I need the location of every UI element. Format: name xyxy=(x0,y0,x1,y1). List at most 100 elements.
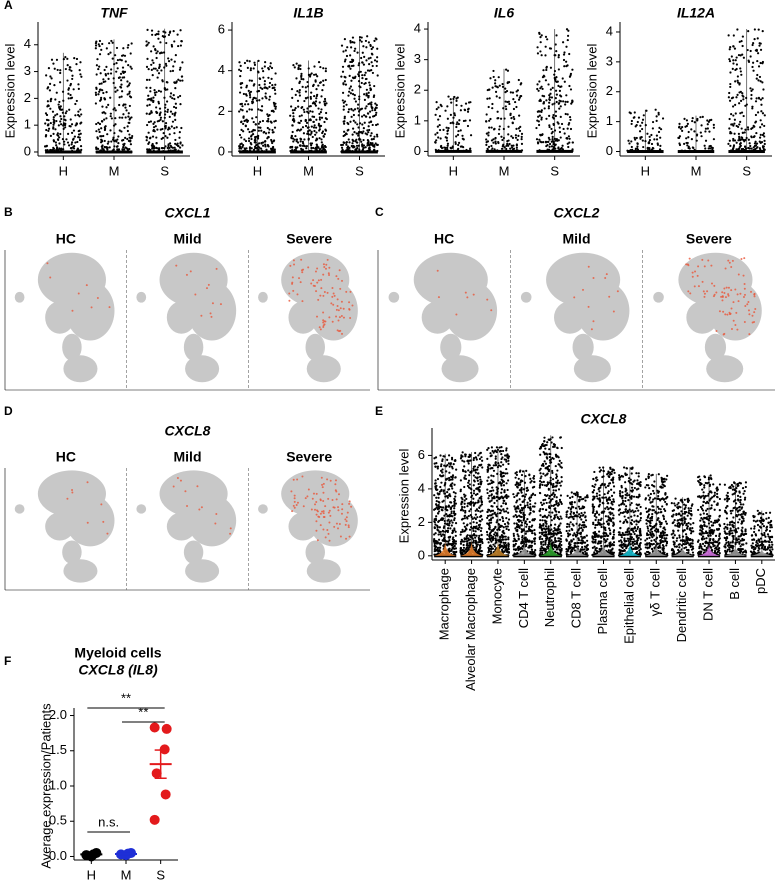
dot xyxy=(463,544,465,546)
dot xyxy=(62,100,64,102)
dot xyxy=(580,518,582,520)
cluster xyxy=(62,334,81,361)
expr-dot xyxy=(320,279,322,281)
expr-dot xyxy=(322,528,324,530)
dot xyxy=(501,531,503,533)
expr-dot xyxy=(208,284,210,286)
dot xyxy=(523,543,525,545)
dot xyxy=(549,143,551,145)
dot xyxy=(375,37,377,39)
dot xyxy=(480,498,482,500)
dot xyxy=(179,69,181,71)
dot xyxy=(462,531,464,533)
dot xyxy=(264,141,266,143)
dot xyxy=(262,76,264,78)
dot xyxy=(705,128,707,130)
dot xyxy=(487,509,489,511)
dot xyxy=(441,460,443,462)
dot xyxy=(552,114,554,116)
expr-dot xyxy=(723,292,725,294)
dot xyxy=(170,111,172,113)
dot xyxy=(368,81,370,83)
dot xyxy=(433,457,435,459)
dot xyxy=(494,140,496,142)
dot xyxy=(358,139,360,141)
dot xyxy=(559,522,561,524)
dot xyxy=(742,98,744,100)
dot xyxy=(108,42,110,44)
dot xyxy=(505,454,507,456)
dot xyxy=(516,540,518,542)
dot xyxy=(559,94,561,96)
dot xyxy=(456,121,458,123)
dot xyxy=(292,140,294,142)
dot xyxy=(512,92,514,94)
dot xyxy=(496,86,498,88)
dot xyxy=(174,139,176,141)
dot xyxy=(696,134,698,136)
dot xyxy=(761,62,763,64)
dot xyxy=(469,459,471,461)
dot xyxy=(678,142,680,144)
dot xyxy=(177,79,179,81)
dot xyxy=(521,535,523,537)
dot xyxy=(469,148,471,150)
dot xyxy=(438,533,440,535)
dot xyxy=(499,519,501,521)
dot xyxy=(98,45,100,47)
dot xyxy=(242,123,244,125)
dot xyxy=(435,485,437,487)
dot xyxy=(521,531,523,533)
dot xyxy=(656,135,658,137)
expr-dot xyxy=(214,522,216,524)
expr-dot xyxy=(323,512,325,514)
dot xyxy=(545,452,547,454)
dot xyxy=(274,127,276,129)
expr-dot xyxy=(348,526,350,528)
dot xyxy=(501,456,503,458)
dot xyxy=(259,77,261,79)
dot xyxy=(70,147,72,149)
dot xyxy=(122,113,124,115)
dot xyxy=(77,111,79,113)
dot xyxy=(173,98,175,100)
dot xyxy=(248,140,250,142)
expr-dot xyxy=(687,290,689,292)
expr-dot xyxy=(323,510,325,512)
dot xyxy=(315,100,317,102)
dot xyxy=(46,114,48,116)
dot xyxy=(646,133,648,135)
dot xyxy=(508,518,510,520)
expr-dot xyxy=(723,288,725,290)
dot xyxy=(149,90,151,92)
dot xyxy=(452,536,454,538)
dot xyxy=(497,462,499,464)
dot xyxy=(250,135,252,137)
dot xyxy=(541,547,543,549)
dot xyxy=(449,466,451,468)
dot xyxy=(554,70,556,72)
dot xyxy=(253,121,255,123)
dot xyxy=(554,537,556,539)
dot xyxy=(101,112,103,114)
dot xyxy=(477,466,479,468)
dot xyxy=(462,138,464,140)
dot xyxy=(314,103,316,105)
dot xyxy=(500,492,502,494)
dot xyxy=(444,455,446,457)
dot xyxy=(474,452,476,454)
dot xyxy=(762,146,764,148)
dot xyxy=(358,75,360,77)
dot xyxy=(60,105,62,107)
dot xyxy=(494,527,496,529)
dot xyxy=(541,34,543,36)
dot xyxy=(444,482,446,484)
dot xyxy=(759,62,761,64)
dot xyxy=(325,102,327,104)
dot xyxy=(441,475,443,477)
dot xyxy=(729,60,731,62)
dot xyxy=(502,86,504,88)
zero-band xyxy=(536,150,572,153)
dot xyxy=(636,124,638,126)
dot xyxy=(538,139,540,141)
